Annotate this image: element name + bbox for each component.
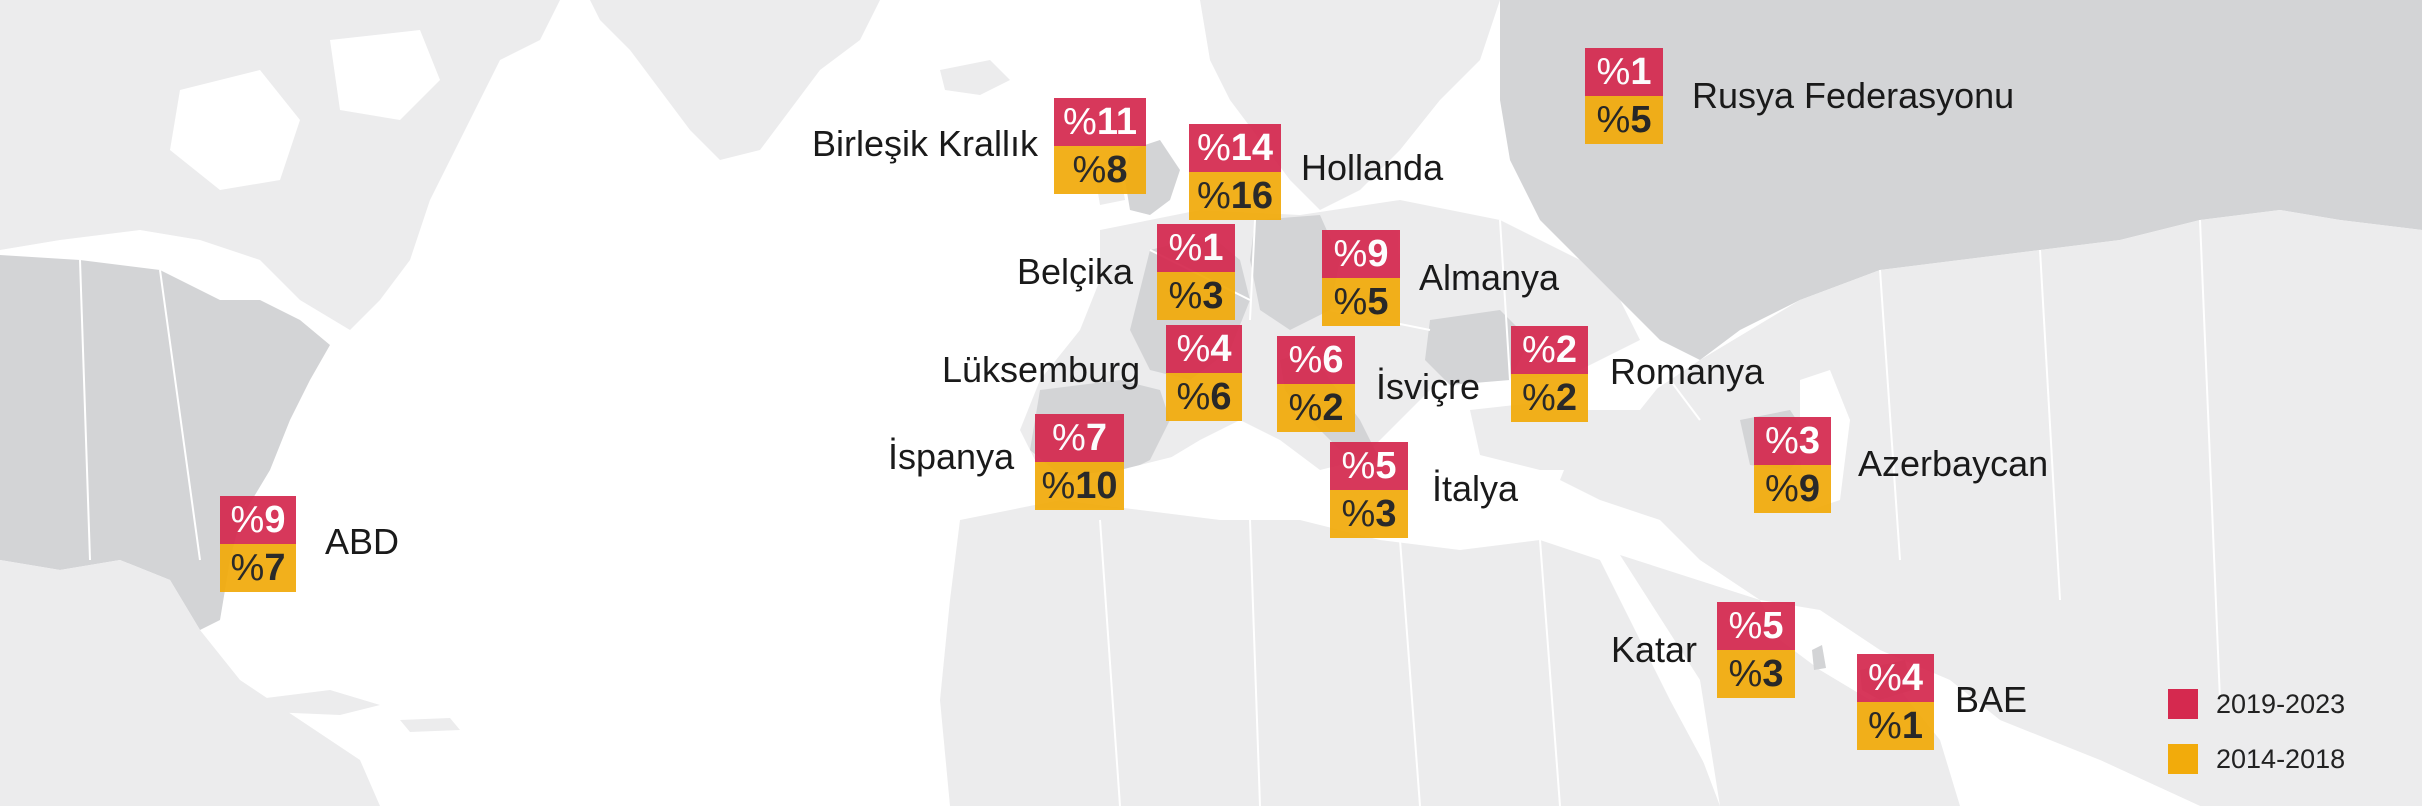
prior-share-romanya: %2 bbox=[1511, 374, 1588, 422]
country-label-belcika: Belçika bbox=[1017, 251, 1134, 292]
marker-katar: %5 %3 bbox=[1717, 602, 1795, 698]
recent-share-italya: %5 bbox=[1330, 442, 1408, 490]
africa-landmass bbox=[940, 500, 1720, 806]
recent-share-rusya-federasyonu: %1 bbox=[1585, 48, 1663, 96]
arabian-sea bbox=[1960, 730, 2200, 806]
country-label-isvicre: İsviçre bbox=[1376, 366, 1481, 407]
marker-luksemburg: %4 %6 bbox=[1166, 325, 1242, 421]
country-label-romanya: Romanya bbox=[1610, 351, 1765, 392]
prior-share-belcika: %3 bbox=[1157, 272, 1235, 320]
country-label-bae: BAE bbox=[1955, 679, 2028, 720]
recent-share-luksemburg: %4 bbox=[1166, 325, 1242, 373]
legend-label-prior: 2014-2018 bbox=[2216, 743, 2346, 774]
red-sea bbox=[1600, 555, 1720, 765]
iceland-landmass bbox=[940, 60, 1010, 95]
country-label-abd: ABD bbox=[325, 521, 400, 562]
prior-share-ispanya: %10 bbox=[1035, 462, 1124, 510]
caribbean-islands bbox=[250, 690, 460, 732]
marker-belcika: %1 %3 bbox=[1157, 224, 1235, 320]
country-label-birlesik-krallik: Birleşik Krallık bbox=[812, 123, 1039, 164]
recent-share-hollanda: %14 bbox=[1189, 124, 1281, 172]
recent-share-katar: %5 bbox=[1717, 602, 1795, 650]
germany-landmass bbox=[1250, 215, 1340, 330]
hudson-bay bbox=[170, 70, 300, 190]
country-label-ispanya: İspanya bbox=[888, 436, 1015, 477]
country-label-italya: İtalya bbox=[1432, 468, 1519, 509]
marker-ispanya: %7 %10 bbox=[1035, 414, 1124, 510]
recent-share-azerbaycan: %3 bbox=[1754, 417, 1831, 465]
recent-share-abd: %9 bbox=[220, 496, 296, 544]
arctic-island bbox=[330, 30, 440, 120]
qatar-landmass bbox=[1812, 645, 1826, 670]
recent-share-belcika: %1 bbox=[1157, 224, 1235, 272]
recent-share-almanya: %9 bbox=[1322, 230, 1400, 278]
country-label-azerbaycan: Azerbaycan bbox=[1858, 443, 2049, 484]
recent-share-isvicre: %6 bbox=[1277, 336, 1355, 384]
prior-share-hollanda: %16 bbox=[1189, 172, 1281, 220]
marker-isvicre: %6 %2 bbox=[1277, 336, 1355, 432]
marker-azerbaycan: %3 %9 bbox=[1754, 417, 1831, 513]
recent-share-ispanya: %7 bbox=[1035, 414, 1124, 462]
marker-italya: %5 %3 bbox=[1330, 442, 1408, 538]
legend-swatch-prior bbox=[2168, 744, 2198, 774]
legend-swatch-recent bbox=[2168, 689, 2198, 719]
romania-landmass bbox=[1425, 310, 1530, 385]
prior-share-abd: %7 bbox=[220, 544, 296, 592]
country-label-rusya-federasyonu: Rusya Federasyonu bbox=[1692, 75, 2015, 116]
recent-share-romanya: %2 bbox=[1511, 326, 1588, 374]
country-label-katar: Katar bbox=[1611, 629, 1698, 670]
legend-label-recent: 2019-2023 bbox=[2216, 688, 2346, 719]
prior-share-italya: %3 bbox=[1330, 490, 1408, 538]
prior-share-rusya-federasyonu: %5 bbox=[1585, 96, 1663, 144]
country-label-almanya: Almanya bbox=[1419, 257, 1560, 298]
russia-landmass bbox=[1500, 0, 2422, 360]
marker-romanya: %2 %2 bbox=[1511, 326, 1588, 422]
recent-share-bae: %4 bbox=[1857, 654, 1934, 702]
country-borders bbox=[79, 219, 2221, 806]
prior-share-katar: %3 bbox=[1717, 650, 1795, 698]
greenland-landmass bbox=[590, 0, 880, 160]
legend-item-prior: 2014-2018 bbox=[2168, 743, 2345, 775]
marker-birlesik-krallik: %11 %8 bbox=[1054, 98, 1146, 194]
mediterranean-sea bbox=[1030, 440, 1560, 550]
marker-abd: %9 %7 bbox=[220, 496, 296, 592]
mexico-landmass bbox=[0, 560, 380, 806]
recent-share-birlesik-krallik: %11 bbox=[1054, 98, 1146, 146]
marker-hollanda: %14 %16 bbox=[1189, 124, 1281, 220]
prior-share-bae: %1 bbox=[1857, 702, 1934, 750]
marker-bae: %4 %1 bbox=[1857, 654, 1934, 750]
legend-item-recent: 2019-2023 bbox=[2168, 688, 2345, 720]
prior-share-azerbaycan: %9 bbox=[1754, 465, 1831, 513]
prior-share-luksemburg: %6 bbox=[1166, 373, 1242, 421]
marker-almanya: %9 %5 bbox=[1322, 230, 1400, 326]
prior-share-isvicre: %2 bbox=[1277, 384, 1355, 432]
country-label-luksemburg: Lüksemburg bbox=[942, 349, 1141, 390]
prior-share-birlesik-krallik: %8 bbox=[1054, 146, 1146, 194]
country-label-hollanda: Hollanda bbox=[1301, 147, 1444, 188]
prior-share-almanya: %5 bbox=[1322, 278, 1400, 326]
marker-rusya-federasyonu: %1 %5 bbox=[1585, 48, 1663, 144]
